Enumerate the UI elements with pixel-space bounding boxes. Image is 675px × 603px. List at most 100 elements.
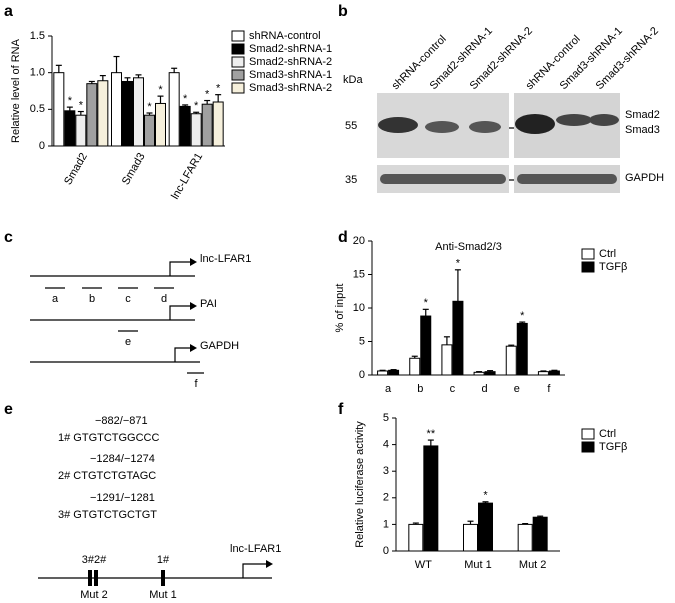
significance-label: *	[147, 101, 152, 113]
significance-label: *	[79, 99, 84, 111]
y-tick-label: 15	[353, 268, 365, 280]
arrow-head	[190, 302, 197, 310]
y-tick-label: 10	[353, 302, 365, 314]
x-tick-label: e	[514, 383, 520, 395]
x-tick-label: a	[385, 383, 392, 395]
site-sequence: 2# CTGTCTGTAGC	[58, 470, 156, 482]
y-tick-label: 1	[383, 518, 389, 530]
bar	[537, 371, 549, 376]
legend-label: Smad3-shRNA-2	[249, 82, 332, 94]
mutant-label: Mut 2	[80, 589, 108, 601]
y-tick-label: 1.5	[30, 30, 45, 42]
x-tick-label: lnc-LFAR1	[169, 151, 205, 201]
unit-label: kDa	[343, 74, 363, 86]
marker-label: 55	[345, 120, 357, 132]
gene-label: lnc-LFAR1	[200, 253, 251, 265]
x-tick-label: Mut 2	[519, 559, 547, 571]
legend-label: Smad2-shRNA-1	[249, 43, 332, 55]
legend-label: Smad3-shRNA-1	[249, 69, 332, 81]
site-box	[161, 570, 165, 586]
significance-label: *	[520, 310, 525, 322]
bar	[212, 101, 224, 147]
significance-label: *	[424, 297, 429, 309]
legend-swatch	[581, 428, 595, 440]
marker-label: 35	[345, 174, 357, 186]
bar	[420, 315, 432, 376]
lane-label: Smad3-shRNA-1	[558, 25, 625, 92]
tss-arrow	[169, 261, 192, 276]
site-label: 3#2#	[82, 554, 107, 566]
site-box	[94, 570, 98, 586]
bar	[517, 523, 533, 552]
gene-label: PAI	[200, 298, 217, 310]
bar	[478, 502, 493, 552]
chart-title: Anti-Smad2/3	[435, 241, 502, 253]
significance-label: *	[158, 84, 163, 96]
bar	[452, 300, 464, 376]
tss-arrow	[169, 305, 192, 320]
site-position: −882/−871	[95, 415, 148, 427]
legend-label: shRNA-control	[249, 30, 321, 42]
y-tick-label: 20	[353, 235, 365, 247]
legend-swatch	[581, 248, 595, 260]
y-axis-label: Relative luciferase activity	[354, 421, 366, 548]
panel-label: d	[338, 229, 348, 246]
bar	[168, 72, 180, 147]
bar	[473, 371, 485, 376]
region-label: c	[125, 293, 131, 305]
legend-swatch	[231, 30, 245, 42]
legend-swatch	[231, 69, 245, 81]
band-label: GAPDH	[625, 172, 664, 184]
arrow-head	[266, 560, 273, 568]
site-sequence: 3# GTGTCTGCTGT	[58, 509, 157, 521]
panel-label: b	[338, 3, 348, 20]
bar	[463, 523, 478, 552]
region-label: e	[125, 336, 131, 348]
bar	[408, 523, 424, 552]
arrow-head	[190, 344, 197, 352]
x-tick-label: d	[482, 383, 488, 395]
legend-label: Ctrl	[599, 428, 616, 440]
x-tick-label: f	[547, 383, 551, 395]
gene-label: GAPDH	[200, 340, 239, 352]
site-sequence: 1# GTGTCTGGCCC	[58, 432, 160, 444]
x-tick-label: Smad2	[62, 151, 90, 187]
legend-label: TGFβ	[599, 261, 627, 273]
significance-label: *	[183, 93, 188, 105]
tss-arrow	[242, 563, 268, 578]
region-label: d	[161, 293, 167, 305]
legend-label: Ctrl	[599, 248, 616, 260]
band	[425, 121, 459, 133]
band	[589, 114, 619, 126]
y-tick-label: 0	[39, 140, 45, 152]
mutant-label: Mut 1	[149, 589, 177, 601]
bar	[548, 370, 560, 376]
band-label: Smad2	[625, 109, 660, 121]
y-tick-label: 0	[359, 369, 365, 381]
tss-arrow	[174, 347, 192, 362]
band	[380, 174, 506, 184]
significance-label: *	[483, 490, 488, 502]
legend-swatch	[231, 82, 245, 94]
legend-label: TGFβ	[599, 441, 627, 453]
bar	[423, 445, 439, 552]
significance-label: *	[205, 88, 210, 100]
panel-label: a	[4, 3, 13, 20]
bar	[111, 72, 122, 147]
region-label: f	[194, 378, 198, 390]
bar	[133, 77, 144, 147]
band	[517, 174, 617, 184]
x-tick-label: WT	[415, 559, 432, 571]
band	[378, 117, 418, 133]
panel-label: c	[4, 229, 13, 246]
x-tick-label: b	[417, 383, 423, 395]
y-tick-label: 2	[383, 492, 389, 504]
lane-label: Smad3-shRNA-2	[594, 25, 661, 92]
legend-swatch	[231, 56, 245, 68]
promoter-diagram: lnc-LFAR1 a b c d PAI e GAPDH f	[30, 253, 251, 390]
y-tick-label: 3	[383, 465, 389, 477]
region-label: b	[89, 293, 95, 305]
region-label: a	[52, 293, 59, 305]
bar	[144, 114, 155, 147]
